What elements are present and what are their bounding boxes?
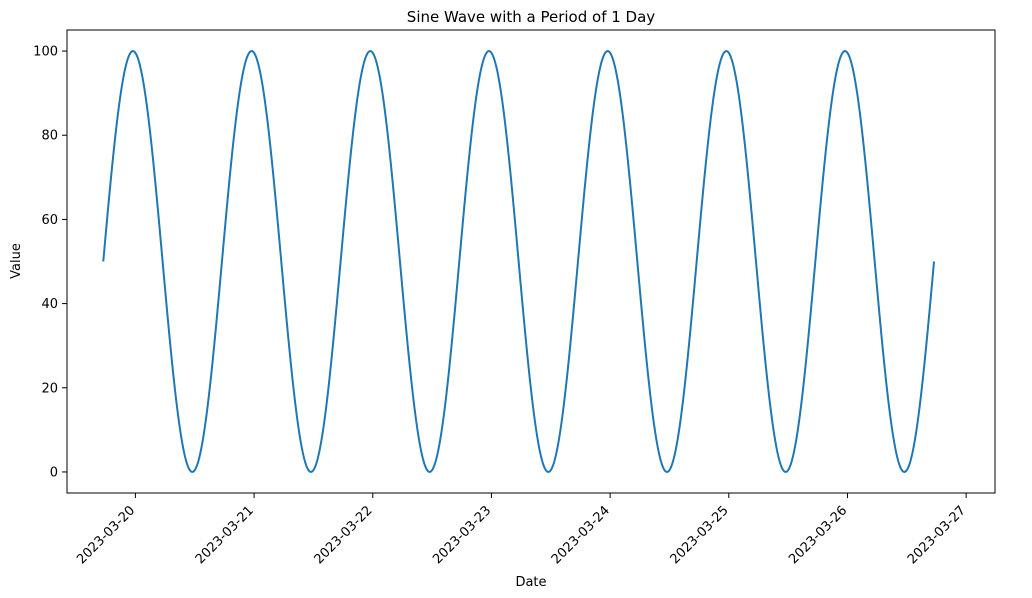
y-tick-label-3: 60 xyxy=(41,213,58,228)
plot-frame xyxy=(66,29,996,494)
series-layer xyxy=(102,50,936,473)
y-tick-label-2: 40 xyxy=(41,297,58,312)
chart-title: Sine Wave with a Period of 1 Day xyxy=(407,8,656,26)
y-tick-label-4: 80 xyxy=(41,129,58,144)
x-axis-label: Date xyxy=(515,575,546,590)
y-tick-label-0: 0 xyxy=(50,465,58,480)
y-tick-label-1: 20 xyxy=(41,381,58,396)
y-axis-label: Value xyxy=(9,243,24,279)
y-axis: 0 20 40 60 80 100 xyxy=(33,45,67,480)
y-tick-label-5: 100 xyxy=(33,45,58,60)
series-line xyxy=(102,50,936,473)
